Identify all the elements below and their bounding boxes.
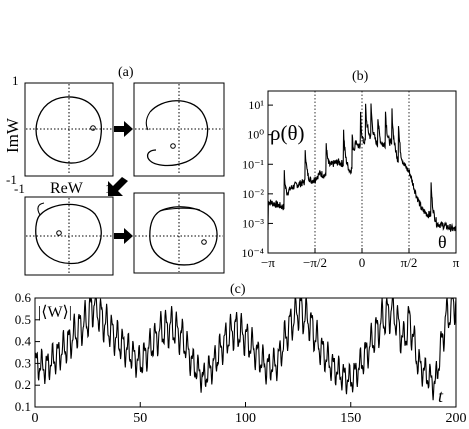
c-xtick-label: 0: [32, 411, 39, 426]
plot-c-x-ticks: 0 50 100 150 200: [32, 402, 467, 426]
phase-plot-1: [24, 82, 114, 177]
plot-c-y-ticks: 0.1 0.2 0.3 0.4 0.5 0.6: [15, 290, 40, 414]
b-xtick-label: 0: [359, 255, 366, 270]
b-ytick-label: 10⁻³: [242, 216, 264, 230]
plot-b-x-ticks: −π −π/2 0 π/2 π: [261, 248, 460, 270]
plot-b-y-ticks: 10⁻⁴ 10⁻³ 10⁻² 10⁻¹ 10⁰ 10¹: [241, 98, 273, 260]
b-xtick-label: π: [453, 255, 460, 270]
b-xtick-label: −π/2: [303, 255, 327, 270]
phase-plot-4: [133, 192, 225, 274]
c-xtick-label: 150: [340, 411, 361, 426]
plot-b-gridlines: [314, 91, 410, 253]
panel-a-x-left: -1: [14, 181, 25, 196]
b-ytick-label: 10¹: [248, 98, 264, 112]
c-xtick-label: 100: [235, 411, 256, 426]
c-ytick-label: 0.6: [15, 290, 32, 305]
panel-a-xlabel: ReW: [50, 180, 84, 197]
panel-c-label: (c): [230, 282, 246, 297]
c-ytick-label: 0.4: [15, 334, 32, 349]
b-xtick-label: π/2: [401, 255, 418, 270]
order-parameter-ylabel: |⟨W⟩|: [38, 304, 72, 321]
b-ytick-label: 10⁻⁴: [241, 246, 264, 260]
c-xtick-label: 50: [133, 411, 147, 426]
panel-a-y-top: 1: [12, 73, 19, 88]
c-ytick-label: 0.1: [15, 399, 31, 414]
c-ytick-label: 0.3: [15, 355, 31, 370]
b-ytick-label: 10⁻²: [242, 187, 264, 201]
panel-a-ylabel: ImW: [3, 117, 22, 153]
plot-c-frame: [34, 297, 457, 408]
c-xtick-label: 200: [446, 411, 467, 426]
c-ytick-label: 0.5: [15, 312, 31, 327]
arrow-right-top-icon: [114, 121, 133, 137]
panel-b-label: (b): [352, 69, 369, 84]
order-parameter-line: [34, 297, 457, 401]
theta-label: θ: [438, 232, 447, 252]
arrow-down-left-icon: [108, 177, 128, 196]
panel-a-y-bottom: -1: [6, 172, 17, 187]
b-xtick-label: −π: [261, 255, 275, 270]
time-xlabel: t: [438, 386, 444, 406]
phase-plot-2: [133, 82, 225, 177]
b-ytick-label: 10⁻¹: [242, 157, 264, 171]
c-ytick-label: 0.2: [15, 377, 31, 392]
arrow-right-bottom-icon: [114, 228, 133, 244]
phase-plot-3: [24, 196, 114, 276]
panel-a-label: (a): [118, 65, 134, 80]
rho-theta-label: ρ(θ): [270, 121, 305, 145]
rho-theta-line: [267, 103, 457, 232]
b-ytick-label: 10⁰: [247, 128, 264, 142]
